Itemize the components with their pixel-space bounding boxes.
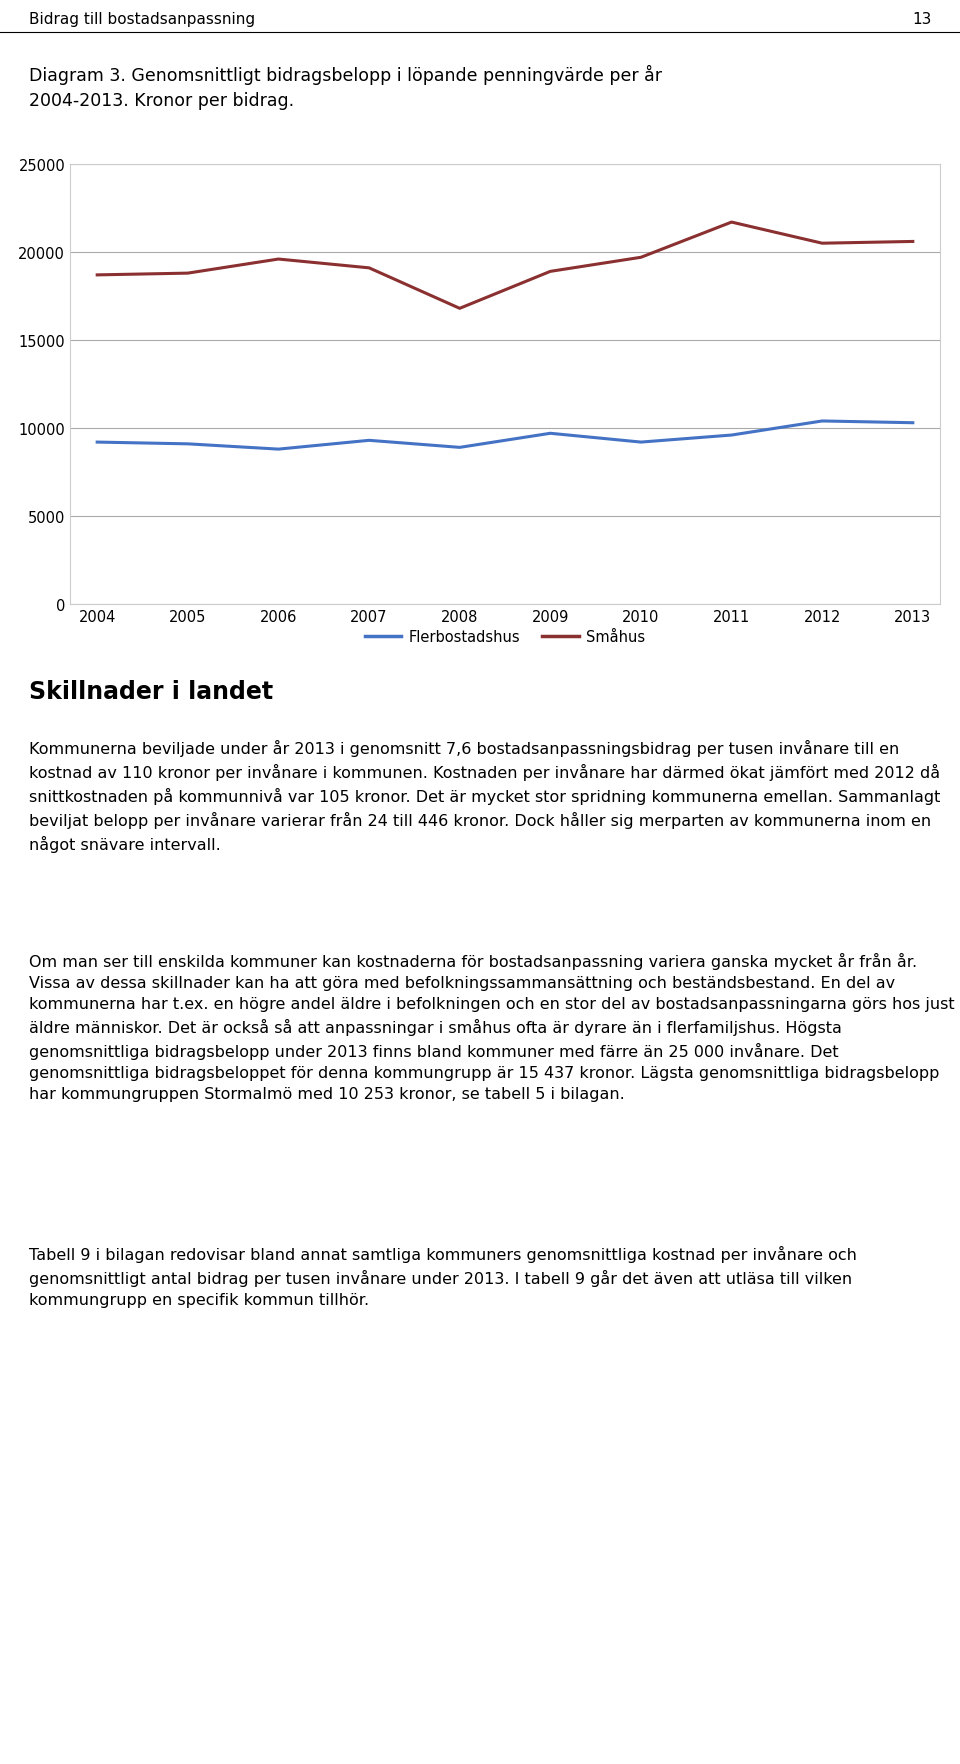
Text: 13: 13 — [912, 12, 931, 26]
Text: Diagram 3. Genomsnittligt bidragsbelopp i löpande penningvärde per år
2004-2013.: Diagram 3. Genomsnittligt bidragsbelopp … — [29, 65, 661, 109]
Text: Om man ser till enskilda kommuner kan kostnaderna för bostadsanpassning variera : Om man ser till enskilda kommuner kan ko… — [29, 953, 954, 1101]
Text: Tabell 9 i bilagan redovisar bland annat samtliga kommuners genomsnittliga kostn: Tabell 9 i bilagan redovisar bland annat… — [29, 1245, 856, 1307]
Text: Kommunerna beviljade under år 2013 i genomsnitt 7,6 bostadsanpassningsbidrag per: Kommunerna beviljade under år 2013 i gen… — [29, 739, 940, 852]
Legend: Flerbostadshus, Småhus: Flerbostadshus, Småhus — [359, 624, 651, 651]
Text: Bidrag till bostadsanpassning: Bidrag till bostadsanpassning — [29, 12, 255, 26]
Text: Skillnader i landet: Skillnader i landet — [29, 679, 273, 704]
